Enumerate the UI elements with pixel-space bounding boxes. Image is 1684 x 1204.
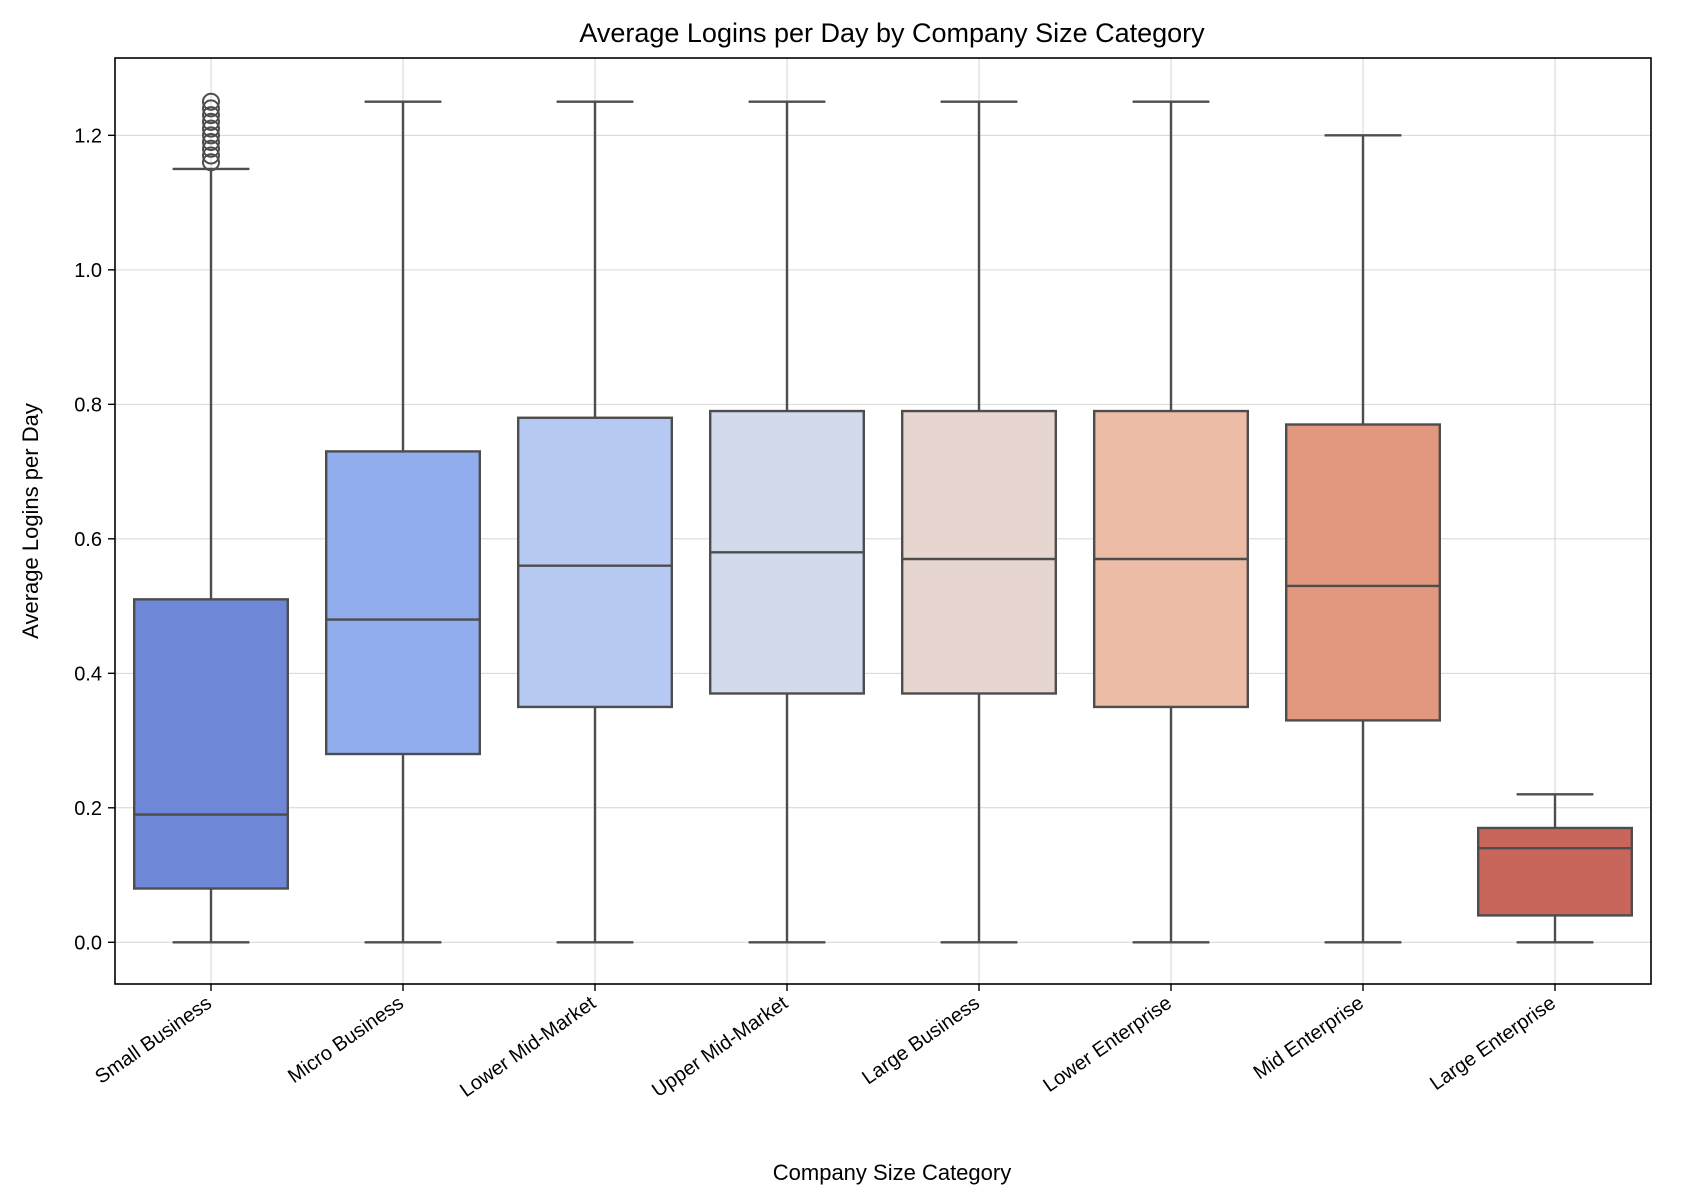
outlier-point: [202, 99, 220, 118]
x-tick-label: Small Business: [91, 992, 216, 1088]
iqr-box: [1284, 423, 1441, 722]
y-tick-label: 0.0: [74, 932, 102, 954]
x-tick-label: Mid Enterprise: [1250, 992, 1368, 1084]
y-tick-label: 0.4: [74, 663, 102, 685]
box-group-0: [132, 92, 290, 944]
iqr-box: [1476, 826, 1633, 917]
box-layer: [132, 92, 1633, 944]
box-group-1: [325, 100, 482, 944]
outlier-point: [202, 92, 220, 111]
y-tick-label: 0.8: [74, 394, 102, 416]
iqr-box: [901, 409, 1058, 695]
x-axis-ticks: Small Business Micro Business Lower Mid-Ma…: [91, 984, 1560, 1102]
plot-frame: [114, 57, 1652, 985]
x-tick-label: Upper Mid-Market: [648, 992, 792, 1102]
chart-title: Average Logins per Day by Company Size C…: [579, 18, 1205, 48]
outlier-point: [202, 106, 220, 125]
outlier-point: [202, 133, 220, 152]
box-group-5: [1092, 100, 1249, 944]
box-group-3: [709, 100, 866, 944]
x-tick-label: Lower Enterprise: [1039, 992, 1175, 1097]
x-axis-label: Company Size Category: [773, 1160, 1011, 1185]
x-tick-label: Lower Mid-Market: [456, 992, 600, 1102]
outlier-point: [202, 139, 220, 158]
outlier-point: [202, 119, 220, 138]
box-group-4: [901, 100, 1058, 944]
y-tick-label: 1.0: [74, 260, 102, 282]
x-tick-label: Micro Business: [284, 992, 408, 1088]
outlier-point: [202, 112, 220, 131]
outlier-point: [202, 146, 220, 165]
y-axis-ticks: 0.0 0.2 0.4 0.6 0.8 1.0 1.2: [74, 125, 115, 954]
y-axis-label: Average Logins per Day: [18, 403, 43, 639]
box-group-2: [517, 100, 674, 944]
iqr-box: [517, 416, 674, 709]
outlier-point: [202, 153, 220, 172]
y-tick-label: 0.2: [74, 798, 102, 820]
x-tick-label: Large Business: [858, 992, 984, 1089]
iqr-box: [325, 450, 482, 756]
outlier-point: [202, 126, 220, 145]
y-tick-label: 0.6: [74, 529, 102, 551]
x-tick-label: Large Enterprise: [1426, 992, 1560, 1095]
box-group-6: [1284, 134, 1441, 944]
iqr-box: [132, 598, 290, 890]
y-tick-label: 1.2: [74, 125, 102, 147]
box-group-7: [1476, 793, 1633, 944]
